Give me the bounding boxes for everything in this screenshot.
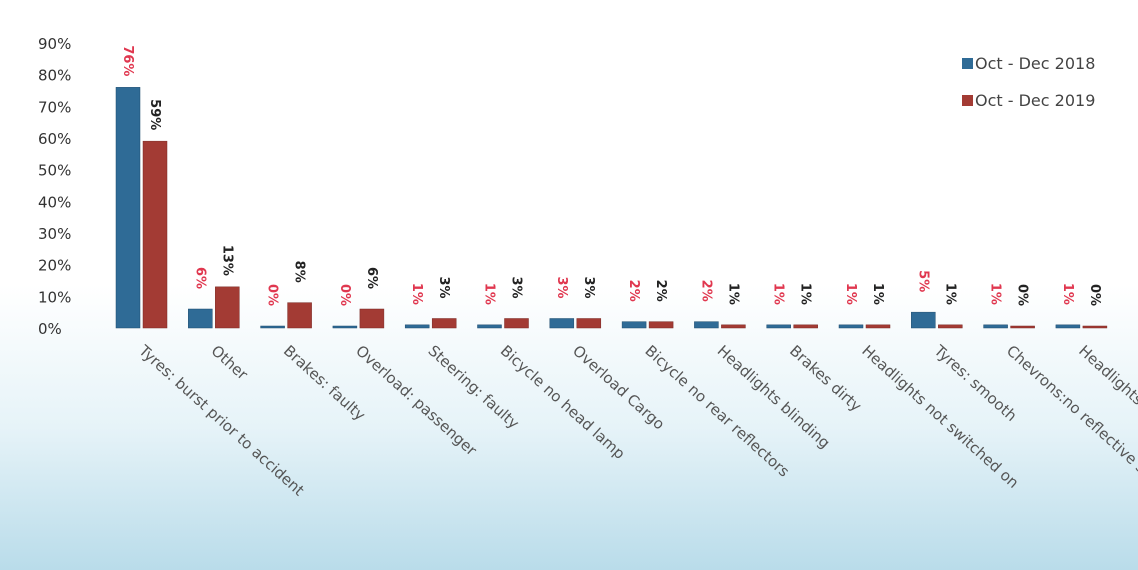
data-label-2018: 1% [843, 283, 858, 305]
data-label-2019: 1% [798, 283, 813, 305]
data-label-2018: 1% [771, 283, 786, 305]
legend-label-2019: Oct - Dec 2019 [975, 91, 1095, 110]
legend: Oct - Dec 2018 Oct - Dec 2019 [962, 54, 1095, 110]
data-label-2018: 5% [915, 270, 930, 292]
bar-2019 [359, 308, 385, 329]
bar-2018 [766, 324, 791, 329]
data-label-2019: 8% [292, 261, 307, 283]
bar-2018 [260, 325, 285, 329]
y-tick-label: 40% [38, 193, 71, 211]
y-axis: 0% 10% 20% 30% 40% 50% 60% 70% 80% 90% [38, 35, 71, 338]
category-label: Headlights not switched on [858, 342, 1022, 492]
bars [115, 87, 1108, 329]
data-label-2018: 1% [1060, 283, 1075, 305]
bar-2018 [477, 324, 502, 329]
y-tick-label: 60% [38, 130, 71, 148]
category-label: Chevrons:no reflective stripes [1003, 342, 1138, 506]
y-tick-label: 0% [38, 320, 62, 338]
data-label-2019: 13% [219, 245, 234, 276]
data-label-2019: 1% [725, 283, 740, 305]
bar-2018 [838, 324, 864, 329]
data-label-2019: 3% [581, 277, 596, 299]
bar-2019 [504, 318, 529, 329]
data-label-2018: 6% [192, 267, 207, 289]
bar-2018 [1055, 324, 1081, 329]
data-label-2018: 2% [626, 280, 641, 302]
y-tick-label: 90% [38, 35, 71, 53]
legend-swatch-2018 [962, 58, 973, 69]
data-label-2019: 3% [436, 277, 451, 299]
bar-2019 [938, 324, 963, 329]
bar-2018 [694, 321, 719, 329]
bar-2019 [1082, 325, 1108, 329]
bar-2019 [865, 324, 891, 329]
data-label-2019: 0% [1015, 284, 1030, 306]
bar-2019 [1010, 325, 1035, 329]
y-tick-label: 50% [38, 162, 71, 180]
y-tick-label: 20% [38, 257, 71, 275]
data-label-2019: 59% [147, 99, 162, 130]
y-tick-label: 10% [38, 288, 71, 306]
bar-2019 [215, 286, 240, 329]
data-label-2018: 1% [988, 283, 1003, 305]
data-label-2018: 0% [337, 284, 352, 306]
bar-2018 [115, 87, 141, 329]
legend-swatch-2019 [962, 95, 973, 106]
bar-2018 [911, 311, 936, 329]
category-label: Bicycle no rear reflectors [641, 342, 793, 481]
data-label-2019: 3% [509, 277, 524, 299]
data-label-2019: 2% [653, 280, 668, 302]
bar-2018 [404, 324, 430, 329]
category-label: Brakes dirty [786, 342, 865, 416]
bar-2019 [793, 324, 818, 329]
data-labels: 76% 6% 0% 0% 1% 1% 3% 2% 2% 1% 1% 5% 1% 1% 59% 13% 8% 6% 3… [120, 45, 1102, 306]
bar-2019 [576, 318, 602, 329]
bar-2018 [621, 321, 647, 329]
bar-2019 [648, 321, 674, 329]
data-label-2018: 1% [482, 283, 497, 305]
category-label: Other [208, 342, 252, 384]
data-label-2018: 3% [554, 277, 569, 299]
y-tick-label: 70% [38, 98, 71, 116]
data-label-2018: 1% [409, 283, 424, 305]
data-label-2019: 0% [1087, 284, 1102, 306]
data-label-2018: 76% [120, 45, 135, 76]
legend-label-2018: Oct - Dec 2018 [975, 54, 1095, 73]
data-label-2019: 6% [364, 267, 379, 289]
bar-2018 [332, 325, 358, 329]
bar-2019 [142, 140, 168, 329]
bar-2019 [721, 324, 746, 329]
category-label: Overload: passenger [352, 342, 481, 460]
data-label-2018: 2% [698, 280, 713, 302]
data-label-2019: 1% [870, 283, 885, 305]
bar-2018 [188, 308, 213, 329]
y-tick-label: 80% [38, 67, 71, 85]
bar-2019 [431, 318, 457, 329]
y-tick-label: 30% [38, 225, 71, 243]
category-label: Bicycle no head lamp [497, 342, 629, 463]
data-label-2018: 0% [265, 284, 280, 306]
bar-2019 [287, 302, 312, 329]
bar-2018 [549, 318, 575, 329]
bar-2018 [983, 324, 1008, 329]
data-label-2019: 1% [942, 283, 957, 305]
